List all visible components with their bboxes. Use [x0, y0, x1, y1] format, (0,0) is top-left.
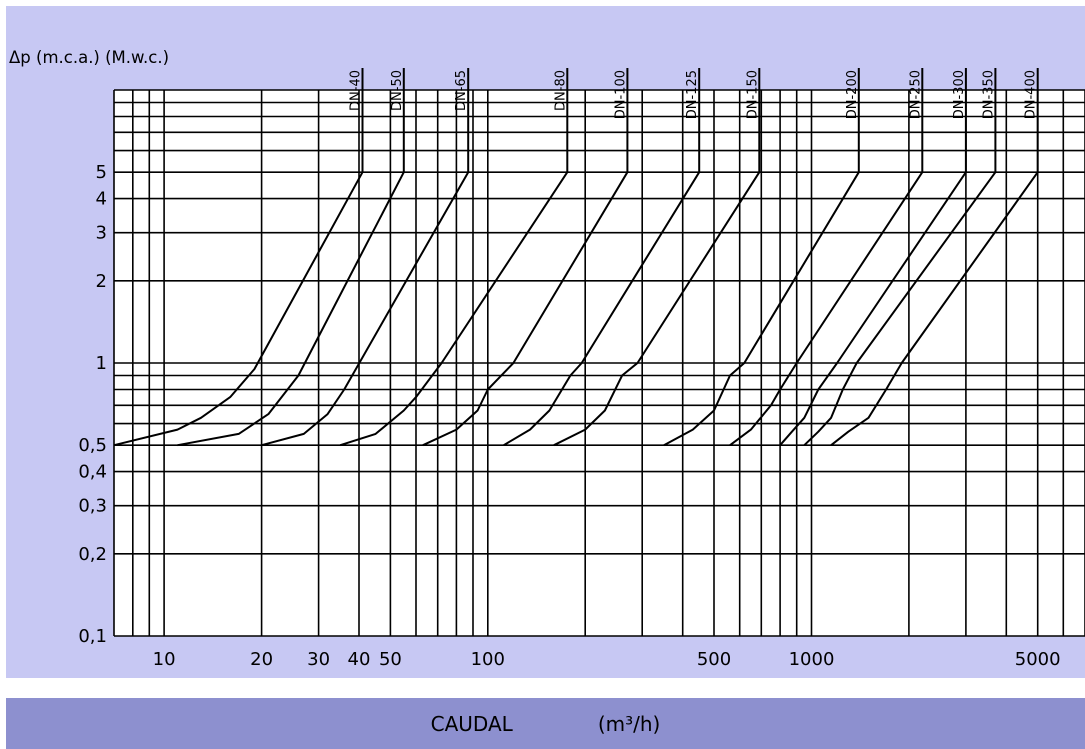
series-line-dn-40 — [113, 68, 364, 447]
y-tick-label: 4 — [96, 189, 107, 210]
series-line-dn-100 — [422, 68, 629, 447]
series-label: DN-65 — [454, 70, 469, 111]
x-tick-label: 5000 — [1015, 649, 1061, 670]
series-label: DN-200 — [845, 70, 860, 119]
x-axis-label: CAUDAL — [430, 711, 513, 736]
y-tick-label: 0,3 — [78, 496, 107, 517]
series-label: DN-250 — [908, 70, 923, 119]
x-axis-unit: (m³/h) — [597, 711, 661, 736]
y-tick-label: 0,2 — [78, 544, 107, 565]
series-label: DN-80 — [553, 70, 568, 111]
y-tick-label: 0,1 — [78, 626, 107, 647]
series-line-dn-250 — [729, 68, 924, 447]
series-line-dn-300 — [779, 68, 967, 446]
series-line-dn-200 — [663, 68, 860, 447]
y-tick-label: 5 — [96, 162, 107, 183]
series-label: DN-125 — [685, 70, 700, 119]
series-line-dn-80 — [339, 68, 569, 447]
x-tick-label: 50 — [379, 649, 402, 670]
y-tick-label: 1 — [96, 353, 107, 374]
x-tick-label: 500 — [697, 649, 731, 670]
series-line-dn-350 — [803, 68, 997, 446]
x-tick-label: 1000 — [789, 649, 835, 670]
series-label: DN-350 — [981, 70, 996, 119]
y-axis-label: Δp (m.c.a.) (M.w.c.) — [9, 48, 169, 67]
series-line-dn-50 — [177, 68, 405, 447]
x-tick-label: 100 — [471, 649, 505, 670]
x-tick-label: 10 — [153, 649, 176, 670]
series-label: DN-100 — [613, 70, 628, 119]
series-line-dn-150 — [553, 68, 761, 447]
series-label: DN-40 — [349, 70, 364, 111]
y-tick-label: 0,5 — [78, 435, 107, 456]
y-tick-label: 2 — [96, 271, 107, 292]
series-line-dn-400 — [830, 68, 1039, 446]
grid — [113, 89, 1085, 637]
series-label: DN-50 — [390, 70, 405, 111]
x-axis-title-bar: CAUDAL (m³/h) — [6, 698, 1085, 749]
chart-panel: 0,1 0,2 0,3 0,4 0,5 1 2 3 4 5 10 20 30 40 50 100 500 100… — [6, 6, 1085, 678]
series-label: DN-400 — [1024, 70, 1039, 119]
series-line-dn-65 — [261, 68, 470, 447]
series-lines — [113, 68, 1039, 447]
x-tick-label: 20 — [250, 649, 273, 670]
y-tick-label: 3 — [96, 223, 107, 244]
series-labels: DN-40 DN-50 DN-65 DN-80 DN-100 DN-125 DN-150 DN… — [349, 70, 1039, 119]
y-tick-labels: 0,1 0,2 0,3 0,4 0,5 1 2 3 4 5 — [78, 162, 107, 647]
x-tick-label: 40 — [348, 649, 371, 670]
pressure-drop-chart: 0,1 0,2 0,3 0,4 0,5 1 2 3 4 5 10 20 30 40 50 100 500 100… — [9, 48, 1085, 670]
x-tick-labels: 10 20 30 40 50 100 500 1000 5000 — [153, 649, 1061, 670]
series-line-dn-125 — [503, 68, 701, 447]
x-tick-label: 30 — [307, 649, 330, 670]
series-label: DN-300 — [952, 70, 967, 119]
series-label: DN-150 — [745, 70, 760, 119]
y-tick-label: 0,4 — [78, 462, 107, 483]
